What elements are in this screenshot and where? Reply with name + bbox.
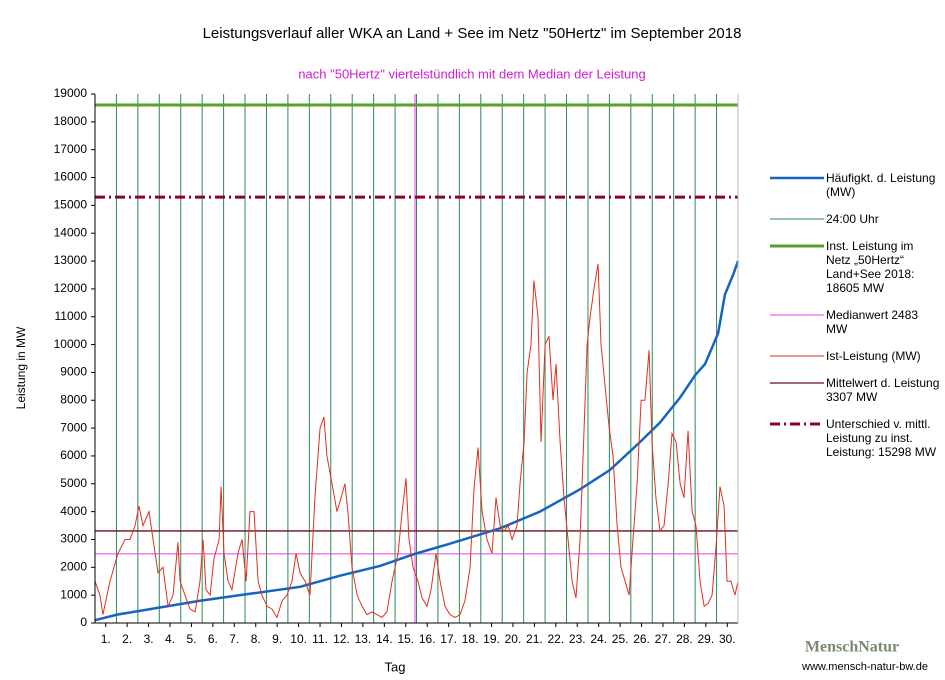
x-tick-label: 7. [229, 632, 239, 646]
legend-label: Ist-Leistung (MW) [826, 349, 921, 363]
y-tick-label: 16000 [54, 170, 88, 184]
legend-entry: Häufigkt. d. Leistung (MW) [768, 171, 940, 199]
legend-label: Inst. Leistung im Netz „50Hertz“ Land+Se… [826, 239, 915, 295]
legend-label: 24:00 Uhr [826, 212, 879, 226]
x-tick-label: 23. [569, 632, 586, 646]
x-tick-label: 4. [165, 632, 175, 646]
legend-entry: Ist-Leistung (MW) [768, 349, 940, 363]
x-tick-label: 27. [655, 632, 672, 646]
x-tick-label: 8. [251, 632, 261, 646]
y-tick-label: 12000 [54, 281, 88, 295]
x-tick-label: 5. [186, 632, 196, 646]
legend-entry: Unterschied v. mittl. Leistung zu inst. … [768, 417, 940, 459]
y-tick-label: 9000 [60, 365, 87, 379]
x-tick-label: 3. [144, 632, 154, 646]
x-tick-label: 12. [333, 632, 350, 646]
x-tick-label: 24. [590, 632, 607, 646]
y-axis-label: Leistung in MW [14, 326, 28, 409]
legend-swatch [770, 176, 824, 180]
x-tick-label: 6. [208, 632, 218, 646]
series-line [94, 263, 739, 619]
y-tick-label: 13000 [54, 253, 88, 267]
legend-swatch [770, 355, 824, 357]
legend-label: Häufigkt. d. Leistung (MW) [826, 171, 936, 199]
x-tick-label: 14. [376, 632, 393, 646]
x-tick-label: 15. [397, 632, 414, 646]
y-tick-label: 15000 [54, 198, 88, 212]
x-tick-label: 17. [440, 632, 457, 646]
y-tick-label: 0 [80, 615, 87, 629]
x-tick-label: 20. [505, 632, 522, 646]
legend-entry: Inst. Leistung im Netz „50Hertz“ Land+Se… [768, 239, 940, 295]
x-tick-label: 1. [101, 632, 111, 646]
y-tick-label: 5000 [60, 476, 87, 490]
legend-label: Mittelwert d. Leistung 3307 MW [826, 376, 940, 404]
x-tick-label: 13. [355, 632, 372, 646]
x-tick-label: 30. [719, 632, 736, 646]
x-tick-label: 25. [612, 632, 629, 646]
legend-entry: 24:00 Uhr [768, 212, 940, 226]
legend-swatch [770, 382, 824, 384]
legend: Häufigkt. d. Leistung (MW) 24:00 Uhr Inst.… [768, 171, 940, 472]
legend-swatch [770, 244, 824, 248]
series-line [94, 260, 740, 622]
y-tick-label: 19000 [54, 86, 88, 100]
x-tick-label: 21. [526, 632, 543, 646]
x-tick-label: 18. [462, 632, 479, 646]
x-tick-label: 2. [122, 632, 132, 646]
x-tick-label: 16. [419, 632, 436, 646]
x-tick-label: 10. [290, 632, 307, 646]
y-tick-label: 4000 [60, 504, 87, 518]
y-tick-label: 1000 [60, 587, 87, 601]
y-tick-label: 11000 [55, 309, 88, 323]
legend-swatch [770, 218, 824, 220]
y-tick-label: 17000 [54, 142, 88, 156]
x-tick-label: 11. [312, 632, 328, 646]
legend-swatch [770, 422, 824, 426]
logo-text: MenschNatur [805, 639, 899, 656]
y-tick-label: 3000 [60, 532, 87, 546]
legend-label: Medianwert 2483 MW [826, 308, 919, 336]
y-tick-label: 8000 [60, 392, 87, 406]
y-tick-label: 7000 [60, 420, 87, 434]
x-tick-label: 29. [698, 632, 715, 646]
x-tick-label: 28. [676, 632, 693, 646]
y-tick-label: 14000 [54, 225, 88, 239]
x-tick-label: 22. [547, 632, 564, 646]
y-tick-label: 6000 [60, 448, 87, 462]
chart-subtitle: nach "50Hertz" viertelstündlich mit dem … [298, 66, 645, 81]
legend-entry: Mittelwert d. Leistung 3307 MW [768, 376, 940, 404]
legend-swatch [770, 314, 824, 316]
legend-label: Unterschied v. mittl. Leistung zu inst. … [826, 417, 937, 459]
x-tick-label: 9. [272, 632, 282, 646]
legend-entry: Medianwert 2483 MW [768, 308, 940, 336]
y-tick-label: 18000 [54, 114, 88, 128]
y-tick-label: 2000 [60, 559, 87, 573]
x-axis-label: Tag [385, 659, 406, 674]
logo-url: www.mensch-natur-bw.de [801, 661, 928, 673]
x-tick-label: 19. [483, 632, 500, 646]
y-tick-label: 10000 [54, 337, 88, 351]
chart-title: Leistungsverlauf aller WKA an Land + See… [203, 25, 742, 42]
x-tick-label: 26. [633, 632, 650, 646]
